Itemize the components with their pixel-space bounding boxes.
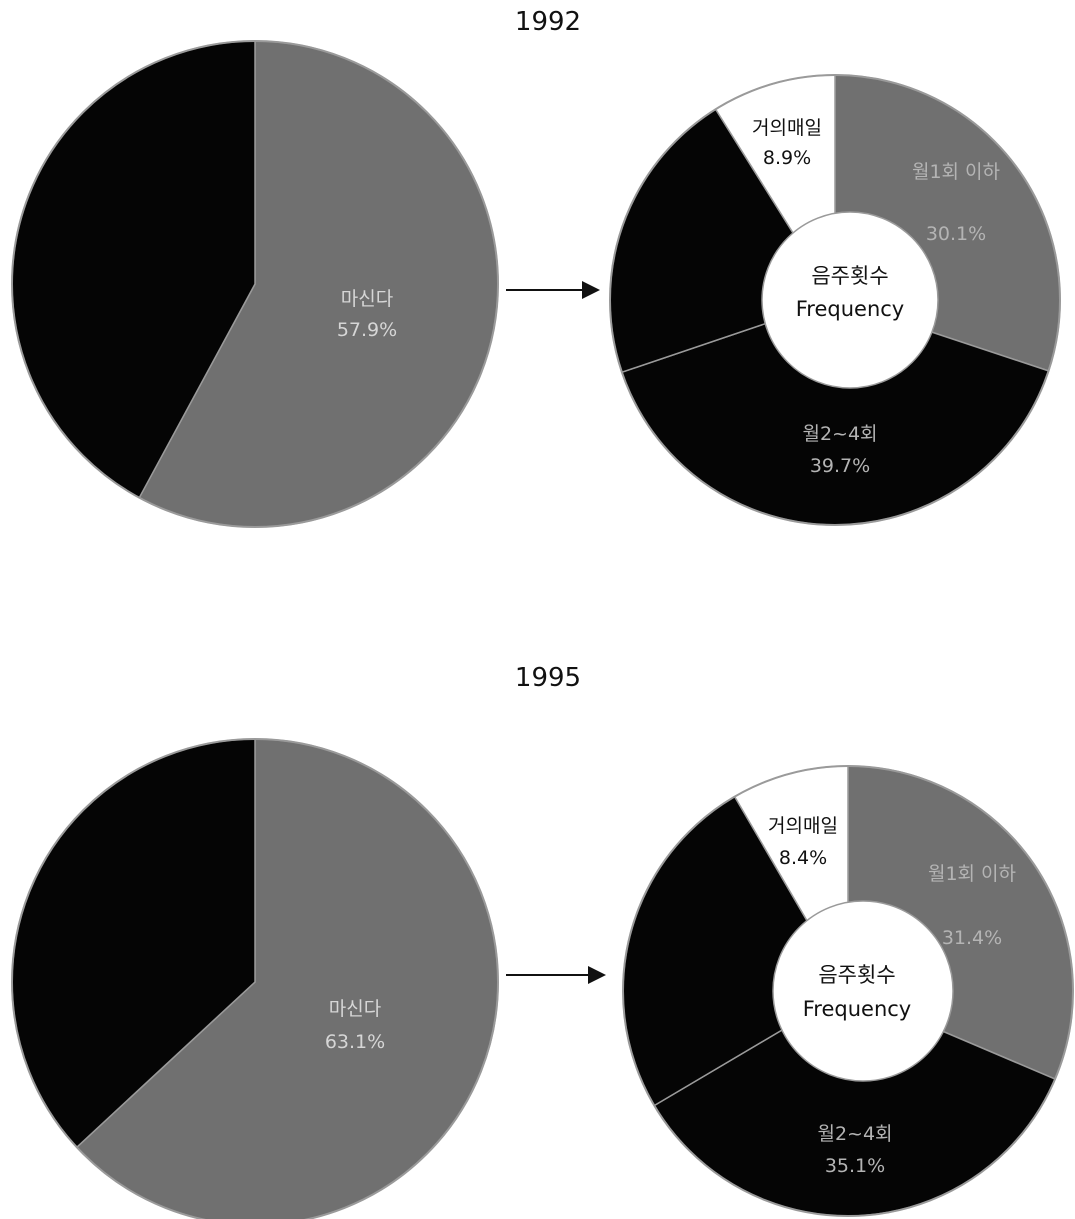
donut-1995-frequency — [623, 766, 1073, 1216]
arrow-1995 — [506, 966, 606, 984]
donut-1992-center-line1: 음주횟수 — [811, 264, 888, 288]
donut-1995-value-daily: 8.4% — [779, 847, 827, 869]
pie-1995-drinking — [12, 739, 498, 1219]
donut-1995-label-daily: 거의매일 — [768, 815, 838, 837]
donut-1995-center-line2: Frequency — [803, 997, 912, 1021]
pie-1995-slice-value: 63.1% — [325, 1031, 385, 1053]
donut-1995-value-2-4: 35.1% — [825, 1155, 885, 1177]
donut-1995-value-monthly-once: 31.4% — [942, 927, 1002, 949]
donut-1992-value-daily: 8.9% — [763, 147, 811, 169]
arrow-1992 — [506, 281, 600, 299]
donut-1995-center-line1: 음주횟수 — [818, 963, 895, 987]
chart-title-1995: 1995 — [515, 663, 581, 693]
donut-1992-value-monthly-once: 30.1% — [926, 223, 986, 245]
donut-1992-center-line2: Frequency — [796, 297, 905, 321]
donut-1992-label-2-4: 월2~4회 — [802, 423, 877, 445]
pie-1995-slice-label: 마신다 — [329, 998, 381, 1020]
pie-1992-slice-label: 마신다 — [341, 288, 393, 310]
pie-1992-slice-value: 57.9% — [337, 319, 397, 341]
pie-1992-drinking — [12, 41, 498, 527]
donut-1995-label-2-4: 월2~4회 — [817, 1123, 892, 1145]
chart-title-1992: 1992 — [515, 7, 581, 37]
donut-1995-center-hole — [773, 901, 953, 1081]
arrow-1992-head — [582, 281, 600, 299]
donut-1992-value-2-4: 39.7% — [810, 455, 870, 477]
donut-1995-label-monthly-once: 월1회 이하 — [928, 863, 1016, 885]
donut-1992-label-daily: 거의매일 — [752, 117, 822, 139]
donut-1992-label-monthly-once: 월1회 이하 — [912, 161, 1000, 183]
arrow-1995-head — [588, 966, 606, 984]
